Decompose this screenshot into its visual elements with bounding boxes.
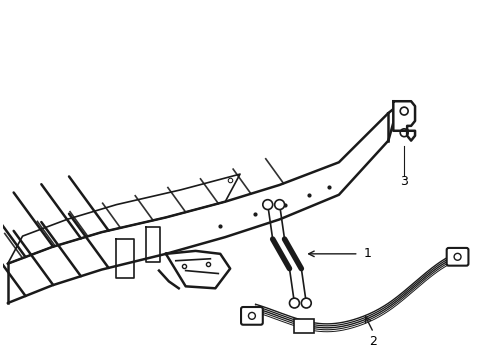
Circle shape	[290, 298, 299, 308]
Text: 1: 1	[364, 247, 371, 260]
Text: 2: 2	[369, 335, 377, 348]
FancyBboxPatch shape	[294, 319, 314, 333]
FancyBboxPatch shape	[447, 248, 468, 266]
FancyBboxPatch shape	[241, 307, 263, 325]
Text: 3: 3	[400, 175, 408, 189]
Polygon shape	[166, 251, 230, 288]
Circle shape	[263, 200, 272, 210]
Circle shape	[301, 298, 311, 308]
Circle shape	[275, 200, 285, 210]
Polygon shape	[393, 101, 415, 141]
